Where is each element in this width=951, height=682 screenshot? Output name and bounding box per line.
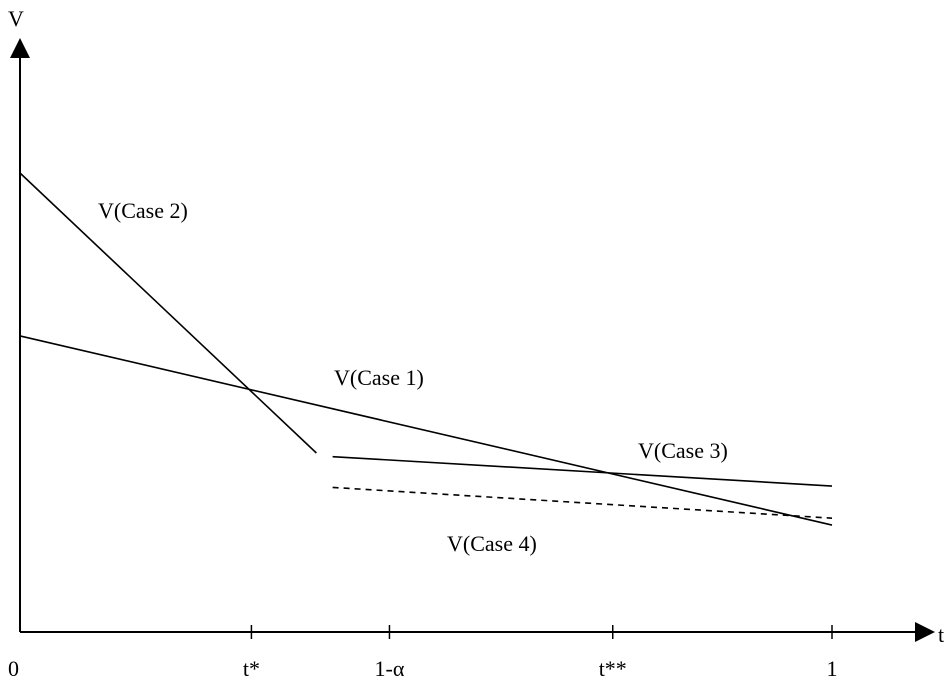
label-case-3: V(Case 3) (638, 438, 728, 463)
case-2-line (19, 172, 317, 454)
label-case-4: V(Case 4) (447, 531, 537, 556)
label-case-2: V(Case 2) (98, 198, 188, 223)
y-axis-label: V (8, 6, 24, 31)
tick-label: 0 (8, 656, 19, 681)
tick-label: 1-α (375, 656, 405, 681)
tick-group: 0 t* 1-α t** 1 (8, 625, 838, 681)
x-axis-label: t (938, 622, 944, 647)
tick-label: t* (243, 656, 260, 681)
case-1-line (19, 335, 833, 526)
case-3-line (332, 455, 833, 487)
case-4-line (332, 486, 833, 519)
tick-label: t** (599, 656, 627, 681)
tick-label: 1 (827, 656, 838, 681)
label-case-1: V(Case 1) (334, 365, 424, 390)
case-lines (19, 172, 833, 526)
